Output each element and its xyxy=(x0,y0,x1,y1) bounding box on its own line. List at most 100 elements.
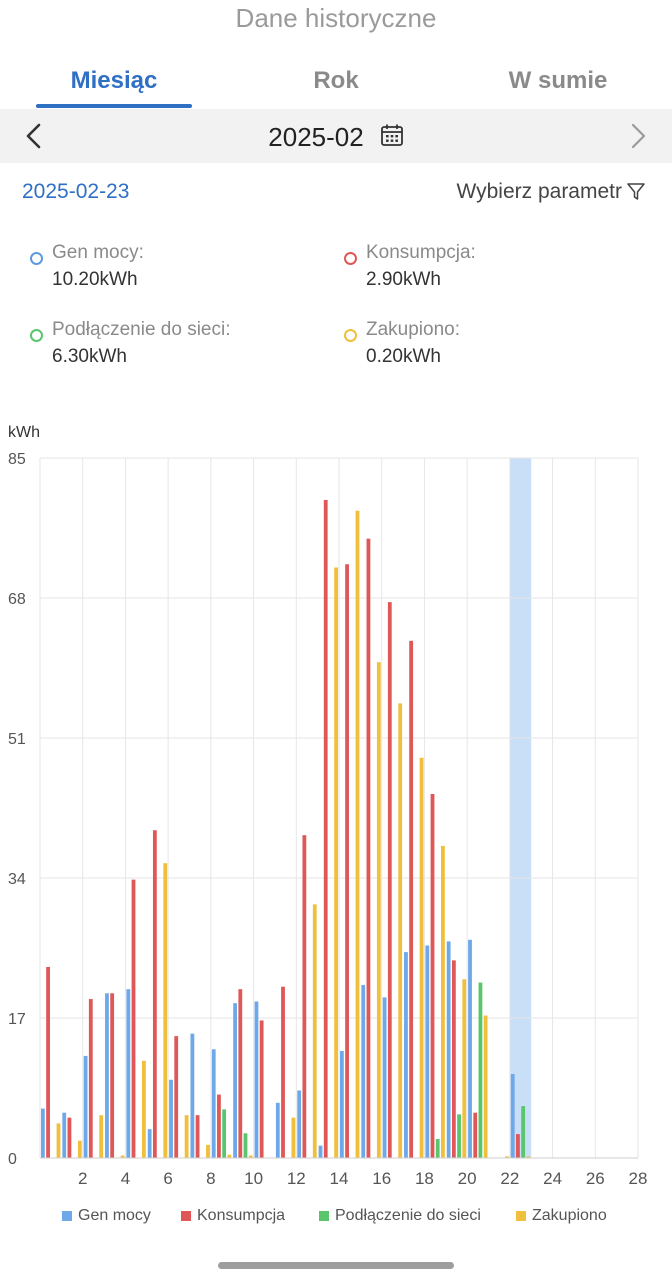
bar-gen-mocy xyxy=(147,1129,152,1158)
bar-zakupiono xyxy=(291,1117,296,1158)
bar-gen-mocy xyxy=(339,1050,344,1158)
bar-pod-czenie-do-sieci xyxy=(457,1114,461,1158)
bar-konsumpcja xyxy=(88,999,93,1158)
chevron-left-icon xyxy=(26,123,41,149)
tab-bar: Miesiąc Rok W sumie xyxy=(0,60,672,108)
bar-konsumpcja xyxy=(345,564,349,1158)
bar-gen-mocy xyxy=(233,1003,237,1158)
x-tick-label: 16 xyxy=(372,1169,391,1188)
bar-gen-mocy xyxy=(297,1090,302,1158)
x-tick-label: 2 xyxy=(78,1169,87,1188)
legend-item-generation[interactable]: Gen mocy xyxy=(62,1207,151,1225)
bar-konsumpcja xyxy=(451,960,456,1158)
bar-konsumpcja xyxy=(302,835,307,1158)
y-axis-unit-label: kWh xyxy=(8,424,40,441)
bar-konsumpcja xyxy=(131,879,136,1158)
x-tick-label: 6 xyxy=(163,1169,172,1188)
tab-total[interactable]: W sumie xyxy=(508,67,608,94)
bar-zakupiono xyxy=(184,1115,189,1158)
bar-gen-mocy xyxy=(382,997,387,1158)
bar-zakupiono xyxy=(248,1155,253,1158)
tab-month[interactable]: Miesiąc xyxy=(70,67,158,94)
metric-value: 0.20kWh xyxy=(366,346,441,367)
bar-gen-mocy xyxy=(361,985,366,1158)
selected-date: 2025-02-23 xyxy=(22,180,130,203)
x-tick-label: 10 xyxy=(244,1169,263,1188)
tab-year[interactable]: Rok xyxy=(313,67,359,94)
previous-period-button[interactable] xyxy=(16,117,52,155)
bar-gen-mocy xyxy=(510,1074,515,1158)
x-tick-label: 22 xyxy=(500,1169,519,1188)
selected-day-highlight xyxy=(509,458,532,1158)
bar-konsumpcja xyxy=(238,989,243,1158)
bar-konsumpcja xyxy=(473,1112,478,1158)
x-tick-label: 14 xyxy=(330,1169,349,1188)
y-tick-label: 51 xyxy=(8,731,26,748)
metric-value: 6.30kWh xyxy=(52,346,127,367)
period-label[interactable]: 2025-02 xyxy=(0,109,672,163)
bar-gen-mocy xyxy=(83,1055,88,1158)
metric-label: Podłączenie do sieci: xyxy=(52,319,231,340)
bar-zakupiono xyxy=(227,1154,232,1158)
home-indicator[interactable] xyxy=(218,1262,454,1269)
bar-zakupiono xyxy=(526,1156,531,1158)
legend-swatch xyxy=(181,1211,191,1221)
bar-konsumpcja xyxy=(217,1094,221,1158)
bar-konsumpcja xyxy=(195,1115,200,1158)
bar-zakupiono xyxy=(163,863,168,1158)
metric-label: Konsumpcja: xyxy=(366,242,476,263)
legend-item-consumption[interactable]: Konsumpcja xyxy=(181,1207,285,1225)
y-tick-label: 85 xyxy=(8,451,26,468)
bar-gen-mocy xyxy=(169,1079,173,1158)
bar-konsumpcja xyxy=(409,640,414,1158)
bar-gen-mocy xyxy=(254,1001,259,1158)
legend-label: Zakupiono xyxy=(532,1207,607,1224)
bar-konsumpcja xyxy=(281,986,285,1158)
metric-label: Zakupiono: xyxy=(366,319,461,340)
legend-item-grid-export[interactable]: Podłączenie do sieci xyxy=(319,1207,481,1225)
bar-konsumpcja xyxy=(387,602,392,1158)
legend-swatch xyxy=(62,1211,72,1221)
bar-zakupiono xyxy=(99,1115,104,1158)
chart-legend: Gen mocy Konsumpcja Podłączenie do sieci… xyxy=(0,1207,672,1231)
parameter-selector-label: Wybierz parametr xyxy=(456,180,622,203)
bar-konsumpcja xyxy=(259,1020,264,1158)
y-tick-label: 34 xyxy=(8,871,26,888)
metric-value: 2.90kWh xyxy=(366,269,441,290)
bar-konsumpcja xyxy=(366,538,371,1158)
legend-label: Podłączenie do sieci xyxy=(335,1207,481,1224)
legend-swatch xyxy=(319,1211,329,1221)
grid-export-dot-icon xyxy=(30,329,43,342)
bar-konsumpcja xyxy=(110,993,115,1158)
bar-zakupiono xyxy=(376,662,381,1158)
bar-zakupiono xyxy=(312,904,317,1158)
metric-value: 10.20kWh xyxy=(52,269,138,290)
bar-gen-mocy xyxy=(211,1049,216,1158)
bar-gen-mocy xyxy=(275,1102,280,1158)
x-tick-label: 28 xyxy=(629,1169,648,1188)
bar-pod-czenie-do-sieci xyxy=(521,1106,526,1158)
active-tab-indicator xyxy=(36,104,192,108)
bar-zakupiono xyxy=(355,510,360,1158)
bar-gen-mocy xyxy=(190,1033,195,1158)
bar-pod-czenie-do-sieci xyxy=(435,1139,440,1158)
purchased-dot-icon xyxy=(344,329,357,342)
generation-dot-icon xyxy=(30,252,43,265)
metric-label: Gen mocy: xyxy=(52,242,144,263)
bar-gen-mocy xyxy=(105,993,109,1158)
bar-pod-czenie-do-sieci xyxy=(243,1133,248,1158)
period-navigator: 2025-02 xyxy=(0,109,672,163)
bar-konsumpcja xyxy=(152,830,157,1158)
bar-zakupiono xyxy=(483,1015,488,1158)
legend-item-purchased[interactable]: Zakupiono xyxy=(516,1207,607,1225)
bar-gen-mocy xyxy=(40,1108,45,1158)
x-tick-label: 8 xyxy=(206,1169,215,1188)
calendar-icon[interactable] xyxy=(380,123,406,149)
next-period-button[interactable] xyxy=(620,117,656,155)
parameter-selector[interactable]: Wybierz parametr xyxy=(456,180,646,204)
x-tick-label: 12 xyxy=(287,1169,306,1188)
bar-konsumpcja xyxy=(174,1036,179,1158)
bar-gen-mocy xyxy=(62,1112,67,1158)
bar-gen-mocy xyxy=(126,989,131,1158)
